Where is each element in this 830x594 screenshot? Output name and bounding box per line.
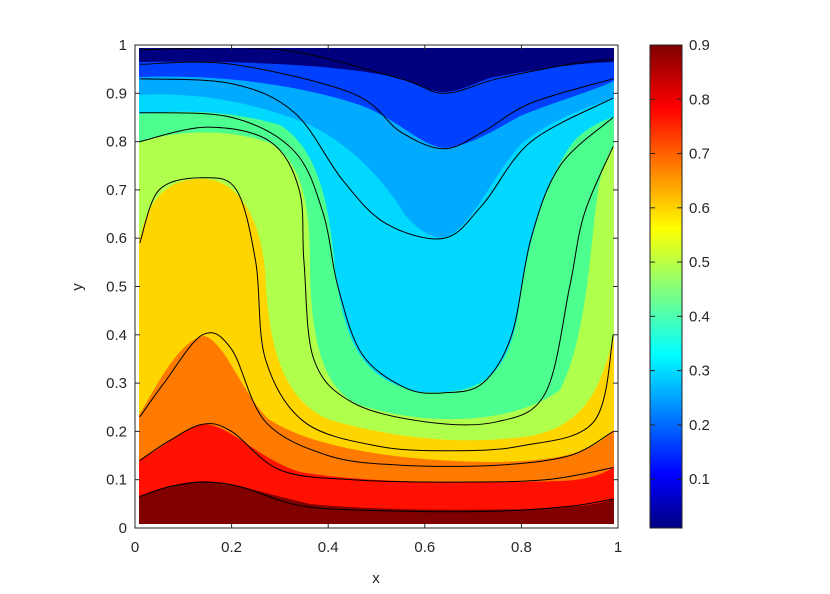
- y-tick-label: 1: [119, 37, 127, 54]
- y-tick-label: 0.3: [106, 375, 127, 392]
- contour-line-0.35: [139, 112, 614, 394]
- x-tick-label: 0.4: [318, 539, 339, 556]
- colorbar-gradient: [649, 44, 683, 529]
- y-tick-label: 0.6: [106, 230, 127, 247]
- x-tick-label: 0.8: [511, 539, 532, 556]
- colorbar-tick-label: 0.6: [689, 200, 710, 217]
- contour-line-0.05: [139, 48, 614, 94]
- y-tick-label: 0.9: [106, 85, 127, 102]
- colorbar-ticks: 0.1 0.2 0.3 0.4 0.5 0.6 0.7 0.8 0.9: [650, 37, 710, 488]
- colorbar: 0.1 0.2 0.3 0.4 0.5 0.6 0.7 0.8 0.9: [649, 37, 710, 529]
- y-tick-label: 0.7: [106, 182, 127, 199]
- contour-lines: [139, 48, 614, 513]
- y-tick-label: 0.8: [106, 134, 127, 151]
- colorbar-tick-label: 0.7: [689, 146, 710, 163]
- contour-line-0.85: [139, 481, 614, 513]
- y-axis: 0 0.1 0.2 0.3 0.4 0.5 0.6 0.7 0.8 0.9 1: [106, 37, 618, 537]
- y-tick-label: 0: [119, 520, 127, 537]
- x-tick-label: 0.2: [221, 539, 242, 556]
- contour-line-0.15: [139, 61, 614, 150]
- band-0.01-0.05: [139, 48, 614, 92]
- colorbar-tick-label: 0.8: [689, 91, 710, 108]
- contour-line-0.45: [139, 126, 614, 426]
- contour-line-0.55: [139, 177, 614, 452]
- colorbar-tick-label: 0.3: [689, 363, 710, 380]
- y-tick-label: 0.5: [106, 279, 127, 296]
- contour-line-0.25: [139, 78, 614, 240]
- colorbar-tick-label: 0.5: [689, 254, 710, 271]
- x-tick-label: 0.6: [414, 539, 435, 556]
- plot-area: [134, 44, 619, 529]
- x-axis-label: x: [372, 570, 380, 587]
- colorbar-tick-label: 0.9: [689, 37, 710, 54]
- y-tick-label: 0.2: [106, 423, 127, 440]
- colorbar-tick-label: 0.1: [689, 471, 710, 488]
- x-tick-label: 1: [614, 539, 622, 556]
- x-tick-label: 0: [131, 539, 139, 556]
- x-axis: 0 0.2 0.4 0.6 0.8 1: [131, 45, 622, 556]
- y-tick-label: 0.4: [106, 327, 127, 344]
- contour-line-0.65: [139, 332, 614, 467]
- colorbar-tick-label: 0.2: [689, 417, 710, 434]
- y-tick-label: 0.1: [106, 472, 127, 489]
- contour-line-0.75: [139, 423, 614, 483]
- colorbar-tick-label: 0.4: [689, 308, 710, 325]
- y-axis-label: y: [69, 283, 86, 291]
